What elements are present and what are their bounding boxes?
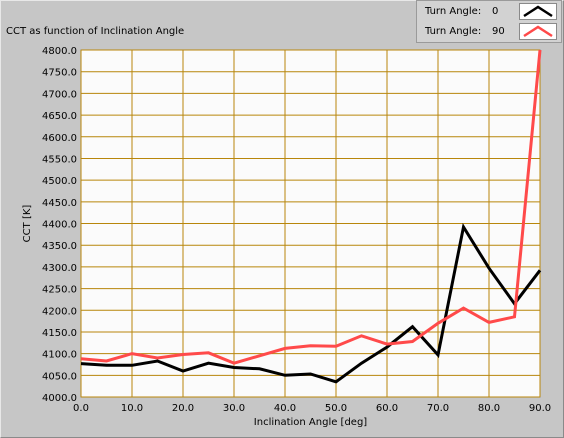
x-tick-label: 10.0 xyxy=(121,403,143,414)
x-axis: 0.0 10.0 20.0 30.0 40.0 50.0 60.0 70.0 80.0 90.0 xyxy=(73,403,551,414)
legend-swatch-series-1[interactable] xyxy=(519,23,557,40)
series-line-1 xyxy=(80,49,542,365)
y-tick-label: 4750.0 xyxy=(42,68,77,79)
x-tick-label: 50.0 xyxy=(325,403,347,414)
legend-value: 0 xyxy=(492,6,499,17)
chart-title: CCT as function of Inclination Angle xyxy=(6,26,185,37)
y-tick-label: 4050.0 xyxy=(42,371,77,382)
x-tick-label: 80.0 xyxy=(478,403,500,414)
legend-swatch-series-0[interactable] xyxy=(519,3,557,20)
x-tick-label: 0.0 xyxy=(73,403,89,414)
legend-label: Turn Angle: xyxy=(425,6,482,17)
y-tick-label: 4800.0 xyxy=(42,46,77,57)
y-tick-label: 4000.0 xyxy=(42,393,77,404)
y-tick-label: 4700.0 xyxy=(42,89,77,100)
y-axis: 4000.0 4050.0 4100.0 4150.0 4200.0 4250.0 4300… xyxy=(42,46,77,404)
y-tick-label: 4100.0 xyxy=(42,350,77,361)
y-tick-label: 4200.0 xyxy=(42,306,77,317)
y-tick-label: 4600.0 xyxy=(42,133,77,144)
legend-line-icon xyxy=(523,25,553,38)
y-tick-label: 4650.0 xyxy=(42,111,77,122)
y-tick-label: 4400.0 xyxy=(42,220,77,231)
y-tick-label: 4500.0 xyxy=(42,176,77,187)
legend-item-series-0[interactable]: Turn Angle: 0 xyxy=(417,2,561,22)
legend-line-icon xyxy=(523,5,553,18)
y-tick-label: 4150.0 xyxy=(42,328,77,339)
y-tick-label: 4550.0 xyxy=(42,154,77,165)
chart-legend: Turn Angle: 0 Turn Angle: 90 xyxy=(416,0,562,43)
x-tick-label: 90.0 xyxy=(529,403,551,414)
x-tick-label: 20.0 xyxy=(172,403,194,414)
x-tick-label: 40.0 xyxy=(274,403,296,414)
grid xyxy=(80,49,541,398)
y-tick-label: 4350.0 xyxy=(42,241,77,252)
y-tick-label: 4250.0 xyxy=(42,285,77,296)
x-tick-label: 30.0 xyxy=(223,403,245,414)
legend-item-series-1[interactable]: Turn Angle: 90 xyxy=(417,22,561,42)
legend-label: Turn Angle: xyxy=(425,26,482,37)
x-tick-label: 70.0 xyxy=(427,403,449,414)
y-axis-label: CCT [K] xyxy=(22,205,33,243)
y-tick-label: 4450.0 xyxy=(42,198,77,209)
legend-value: 90 xyxy=(492,26,505,37)
x-axis-label: Inclination Angle [deg] xyxy=(254,417,368,428)
x-tick-label: 60.0 xyxy=(376,403,398,414)
y-tick-label: 4300.0 xyxy=(42,263,77,274)
series-line-0 xyxy=(80,222,542,384)
series-group xyxy=(80,49,542,384)
